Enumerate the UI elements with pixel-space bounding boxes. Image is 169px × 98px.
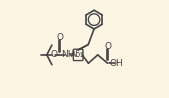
Text: NH: NH xyxy=(61,50,74,59)
FancyBboxPatch shape xyxy=(73,49,83,61)
Text: O: O xyxy=(57,33,64,42)
Text: O: O xyxy=(104,42,111,51)
Text: Abs: Abs xyxy=(71,50,85,59)
Text: OH: OH xyxy=(110,59,124,68)
Polygon shape xyxy=(78,45,88,50)
Text: O: O xyxy=(50,50,57,59)
